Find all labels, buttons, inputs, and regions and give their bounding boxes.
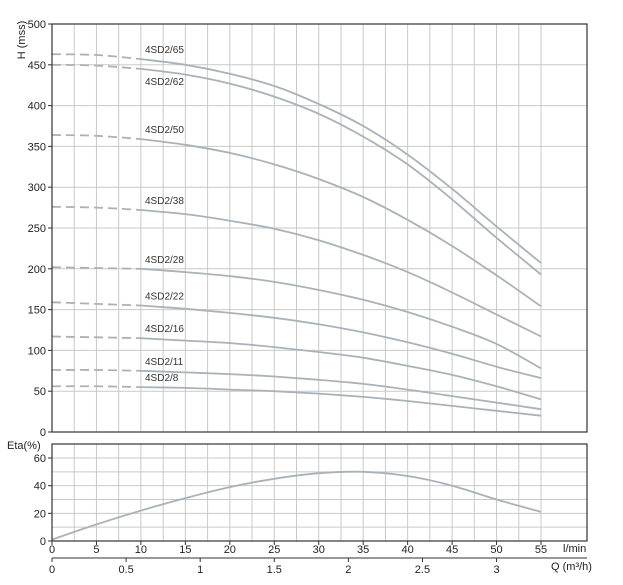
head-curve-dashed-segment (51, 63, 141, 70)
head-curve-dashed-segment (51, 205, 141, 211)
head-series-label: 4SD2/16 (145, 324, 184, 335)
head-axis-title: H (mss) (16, 21, 28, 60)
m3h-tick-label: 3 (493, 564, 499, 576)
head-ytick-label: 450 (28, 60, 46, 72)
m3h-tick-label: 1.5 (267, 564, 282, 576)
head-curve-dashed-segment (51, 385, 141, 388)
head-ytick-label: 200 (28, 264, 46, 276)
head-ytick-label: 50 (34, 386, 46, 398)
lmin-tick-label: 30 (313, 544, 325, 556)
head-series-label: 4SD2/50 (145, 125, 184, 136)
head-ytick-label: 350 (28, 141, 46, 153)
head-curve-dashed-segment (51, 369, 141, 372)
m3h-unit-label: Q (m³/h) (551, 561, 592, 573)
lmin-unit-label: l/min (563, 543, 586, 555)
efficiency-curve (51, 470, 542, 541)
head-curve-dashed-segment (51, 53, 141, 60)
head-curves (51, 53, 542, 417)
lmin-tick-label: 25 (268, 544, 280, 556)
lmin-tick-label: 5 (93, 544, 99, 556)
lmin-tick-label: 40 (402, 544, 414, 556)
lmin-tick-label: 50 (490, 544, 502, 556)
head-curve-dashed-segment (51, 301, 141, 307)
efficiency-chart-grid (52, 444, 587, 541)
lmin-tick-label: 45 (446, 544, 458, 556)
eta-ytick-label: 20 (34, 508, 46, 520)
head-plot-border (51, 23, 588, 433)
head-curve (140, 369, 542, 411)
head-ytick-label: 150 (28, 305, 46, 317)
head-ytick-label: 0 (40, 427, 46, 439)
lmin-tick-label: 35 (357, 544, 369, 556)
head-ytick-label: 100 (28, 345, 46, 357)
eta-plot-border (51, 443, 588, 542)
head-curve (140, 386, 542, 417)
head-series-label: 4SD2/11 (145, 357, 184, 368)
head-ytick-label: 300 (28, 182, 46, 194)
head-curve (140, 58, 542, 264)
m3h-tick-label: 2 (345, 564, 351, 576)
eta-ytick-label: 60 (34, 453, 46, 465)
head-chart-grid (52, 24, 587, 432)
head-ytick-label: 250 (28, 223, 46, 235)
head-curve (140, 304, 542, 379)
efficiency-curve-line (51, 470, 542, 541)
head-series-label: 4SD2/8 (145, 373, 179, 384)
lmin-tick-label: 10 (135, 544, 147, 556)
head-curve (140, 138, 542, 308)
head-series-label: 4SD2/65 (145, 45, 184, 56)
head-curve-dashed-segment (51, 266, 141, 270)
lmin-tick-label: 15 (179, 544, 191, 556)
head-curve (140, 209, 542, 338)
lmin-tick-label: 55 (535, 544, 547, 556)
efficiency-axis-title: Eta(%) (7, 440, 41, 452)
m3h-tick-label: 0.5 (118, 564, 133, 576)
head-curve (140, 337, 542, 401)
head-curve (140, 267, 542, 370)
lmin-tick-label: 0 (49, 544, 55, 556)
head-series-label: 4SD2/28 (145, 255, 184, 266)
head-curve-dashed-segment (51, 134, 141, 140)
head-ytick-label: 400 (28, 101, 46, 113)
eta-ytick-label: 40 (34, 481, 46, 493)
head-curve (140, 68, 542, 276)
head-ytick-label: 500 (28, 19, 46, 31)
head-chart-frame (48, 23, 588, 433)
head-series-label: 4SD2/38 (145, 196, 184, 207)
m3h-tick-label: 2.5 (415, 564, 430, 576)
eta-ytick-label: 0 (40, 536, 46, 548)
efficiency-chart-frame (48, 443, 588, 562)
lmin-tick-label: 20 (224, 544, 236, 556)
head-curve-dashed-segment (51, 335, 141, 340)
m3h-tick-label: 0 (49, 564, 55, 576)
m3h-tick-label: 1 (197, 564, 203, 576)
head-series-label: 4SD2/62 (145, 77, 184, 88)
head-series-label: 4SD2/22 (145, 292, 184, 303)
